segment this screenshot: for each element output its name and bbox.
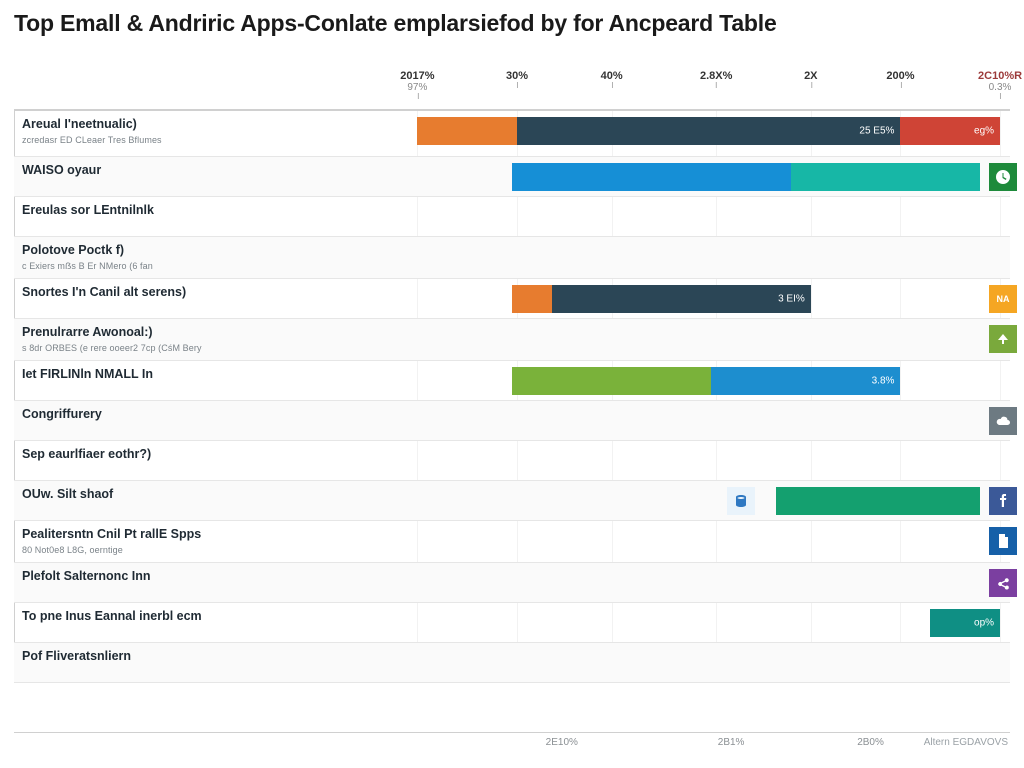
table-row: Pof Fliveratsnliern (14, 643, 1010, 683)
row-label: Sep eaurlfiaer eothr?) (22, 447, 151, 461)
row-label: OUw. Silt shaof (22, 487, 113, 501)
row-label: Pealitersntn Cnil Pt rallE Spps (22, 527, 201, 541)
table-row: Ereulas sor LEntnilnlk (14, 197, 1010, 237)
row-label: Polotove Poctk f) (22, 243, 124, 257)
axis-bottom-tick: 2B1% (718, 737, 745, 748)
tile-badge: NA (989, 285, 1017, 313)
row-label: WAISO oyaur (22, 163, 101, 177)
bar-segment (512, 367, 711, 395)
bar-segment: 3 EI% (552, 285, 811, 313)
table-row: Iet FIRLINln NMALL In 3.8% (14, 361, 1010, 401)
table-row: Polotove Poctk f) c Exiers mẞs B Er NMero… (14, 237, 1010, 279)
f-icon (989, 487, 1017, 515)
bar-segment (512, 285, 552, 313)
bar-segment (776, 487, 980, 515)
axis-tick: 200% (886, 70, 914, 82)
db-icon (727, 487, 755, 515)
table-row: Sep eaurlfiaer eothr?) (14, 441, 1010, 481)
row-label: Ereulas sor LEntnilnlk (22, 203, 154, 217)
table-row: Congriffurery (14, 401, 1010, 441)
bar-segment: 25 E5% (517, 117, 900, 145)
row-label: Iet FIRLINln NMALL In (22, 367, 153, 381)
credit-label: Altern EGDAVOVS (924, 737, 1008, 748)
row-sublabel: s 8dr ORBES (e rere ooeer2 7cp (CśM Bery (22, 343, 202, 353)
axis-tick: 2X (804, 70, 817, 82)
row-label: Areual I'neetnualic) (22, 117, 137, 131)
bar-segment-label: 3.8% (872, 376, 895, 387)
row-label: Congriffurery (22, 407, 102, 421)
rows-container: Areual I'neetnualic) zcredasr ED CLeaer T… (14, 110, 1010, 682)
table-row: Prenulrarre Awonoal:) s 8dr ORBES (e rere… (14, 319, 1010, 361)
axis-tick: 2.8X% (700, 70, 732, 82)
row-label: Pof Fliveratsnliern (22, 649, 131, 663)
clock-icon (989, 163, 1017, 191)
axis-tick: 2C10%R0.3% (978, 70, 1022, 93)
axis-tick: 40% (601, 70, 623, 82)
axis-bottom-tick: 2B0% (857, 737, 884, 748)
bar-segment (512, 163, 791, 191)
table-row: Areual I'neetnualic) zcredasr ED CLeaer T… (14, 111, 1010, 157)
row-label: To pne Inus Eannal inerbl ecm (22, 609, 202, 623)
bar-segment-label: 3 EI% (778, 294, 805, 305)
axis-tick: 30% (506, 70, 528, 82)
row-sublabel: 80 Not0e8 L8G, oerntige (22, 545, 123, 555)
table-row: Plefolt Salternonc Inn (14, 563, 1010, 603)
share-icon (989, 569, 1017, 597)
axis-bottom-tick: 2E10% (546, 737, 578, 748)
row-sublabel: zcredasr ED CLeaer Tres Bflumes (22, 135, 162, 145)
cloud-icon (989, 407, 1017, 435)
bar-segment: op% (930, 609, 1000, 637)
page-title: Top Emall & Andriric Apps-Conlate emplar… (0, 0, 1024, 38)
table-row: OUw. Silt shaof (14, 481, 1010, 521)
axis-tick: 2017%97% (400, 70, 434, 93)
arrow-icon (989, 325, 1017, 353)
bar-segment-label: op% (974, 618, 994, 629)
table-row: WAISO oyaur (14, 157, 1010, 197)
chart-area: 2017%97%30%40%2.8X%2X200%2C10%R0.3% Areu… (14, 70, 1010, 752)
table-row: Snortes I'n Canil alt serens)3 EI%NA (14, 279, 1010, 319)
row-label: Prenulrarre Awonoal:) (22, 325, 153, 339)
row-label: Plefolt Salternonc Inn (22, 569, 151, 583)
bar-segment-label: eg% (974, 126, 994, 137)
bar-segment-label: 25 E5% (859, 126, 894, 137)
table-row: To pne Inus Eannal inerbl ecm op% (14, 603, 1010, 643)
bar-segment: 3.8% (711, 367, 900, 395)
axis-bottom: 2E10% 2B1% 2B0% Altern EGDAVOVS (14, 732, 1010, 752)
doc-icon (989, 527, 1017, 555)
table-row: Pealitersntn Cnil Pt rallE Spps 80 Not0e8… (14, 521, 1010, 563)
row-label: Snortes I'n Canil alt serens) (22, 285, 186, 299)
row-sublabel: c Exiers mẞs B Er NMero (6 fan (22, 261, 153, 271)
bar-segment (417, 117, 517, 145)
bar-segment (791, 163, 980, 191)
axis-top: 2017%97%30%40%2.8X%2X200%2C10%R0.3% (14, 70, 1010, 110)
bar-segment: eg% (900, 117, 1000, 145)
